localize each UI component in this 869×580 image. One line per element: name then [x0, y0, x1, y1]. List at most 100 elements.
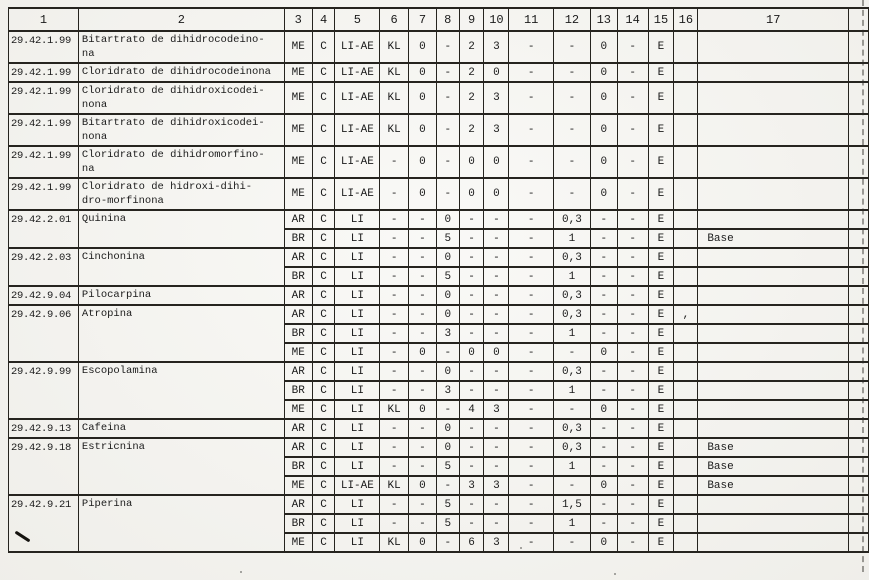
margin-cell [848, 266, 869, 287]
substance-name: Cloridrato de dihidrocodeinona [77, 62, 285, 83]
margin-cell [848, 342, 869, 363]
margin-cell [848, 228, 869, 249]
cell-col-16 [673, 285, 699, 306]
cell-col-9: - [458, 323, 485, 344]
cell-col-5: LI [334, 247, 381, 268]
cell-col-13: - [589, 513, 618, 534]
substance-code: 29.42.1.99 [8, 177, 79, 211]
cell-col-14: - [616, 399, 649, 420]
table-row: 29.42.1.99 Bitartrato de dihidroxicodei- … [8, 113, 869, 147]
cell-col-5: LI-AE [334, 62, 381, 83]
cell-col-3: AR [283, 304, 313, 325]
cell-col-11: - [508, 113, 555, 147]
cell-col-13: - [589, 494, 618, 515]
cell-col-15: E [647, 418, 675, 439]
cell-col-13: - [589, 285, 618, 306]
cell-col-7: - [408, 266, 437, 287]
cell-col-4: C [311, 304, 336, 325]
substance-name: Atropina [77, 304, 285, 363]
cell-col-3: AR [283, 418, 313, 439]
cell-col-16 [673, 323, 699, 344]
margin-cell [848, 323, 869, 344]
cell-col-16: , [673, 304, 699, 325]
cell-col-6: - [379, 323, 410, 344]
column-header: 3 [283, 7, 313, 32]
cell-col-4: C [311, 494, 336, 515]
cell-col-12: 0,3 [553, 285, 591, 306]
column-header: 16 [673, 7, 699, 32]
cell-col-12: - [553, 399, 591, 420]
cell-col-13: 0 [589, 30, 618, 64]
cell-col-17 [697, 532, 850, 553]
table-row: 29.42.1.99 Cloridrato de dihidromorfino- … [8, 145, 869, 179]
cell-col-9: 0 [458, 342, 485, 363]
substance-name: Estricnina [77, 437, 285, 496]
cell-col-15: E [647, 81, 675, 115]
cell-col-5: LI [334, 361, 381, 382]
cell-col-6: - [379, 304, 410, 325]
cell-col-6: KL [379, 81, 410, 115]
cell-col-17 [697, 361, 850, 382]
cell-col-9: 2 [458, 113, 485, 147]
margin-cell [848, 532, 869, 553]
table-row: ME C LI KL 0-6 3- -0- E [9, 532, 869, 553]
cell-col-14: - [616, 475, 649, 496]
cell-col-11: - [508, 266, 555, 287]
cell-col-10: 3 [483, 113, 510, 147]
substance-code: 29.42.2.01 [8, 209, 79, 249]
table-row: ME C LI -0-0 0- -0- E [9, 342, 869, 363]
cell-col-10: 0 [483, 62, 510, 83]
cell-col-17 [697, 399, 850, 420]
cell-col-10: - [483, 228, 510, 249]
cell-col-17: Base [697, 228, 850, 249]
cell-col-15: E [647, 177, 675, 211]
cell-col-14: - [616, 62, 649, 83]
cell-col-9: 2 [458, 62, 485, 83]
cell-col-10: - [483, 247, 510, 268]
cell-col-14: - [616, 145, 649, 179]
cell-col-16 [673, 145, 699, 179]
cell-col-10: 3 [483, 399, 510, 420]
substance-code: 29.42.1.99 [8, 62, 79, 83]
cell-col-3: ME [283, 113, 313, 147]
cell-col-14: - [616, 30, 649, 64]
cell-col-15: E [647, 113, 675, 147]
cell-col-8: 0 [435, 285, 460, 306]
cell-col-10: - [483, 380, 510, 401]
cell-col-6: - [379, 266, 410, 287]
cell-col-11: - [508, 418, 555, 439]
cell-col-6: KL [379, 399, 410, 420]
cell-col-9: - [458, 456, 485, 477]
cell-col-6: - [379, 418, 410, 439]
cell-col-9: - [458, 266, 485, 287]
substance-code: 29.42.1.99 [8, 113, 79, 147]
cell-col-6: - [379, 342, 410, 363]
cell-col-3: BR [283, 456, 313, 477]
cell-col-4: C [311, 361, 336, 382]
margin-cell [848, 494, 869, 515]
cell-col-7: - [408, 380, 437, 401]
cell-col-6: - [379, 285, 410, 306]
cell-col-15: E [647, 532, 675, 553]
cell-col-4: C [311, 62, 336, 83]
cell-col-11: - [508, 513, 555, 534]
cell-col-9: 4 [458, 399, 485, 420]
table-row: 29.42.2.03 Cinchonina AR C LI - -0- - -0,3- - E [8, 247, 869, 287]
cell-col-3: BR [283, 323, 313, 344]
table-row: 29.42.1.99 Cloridrato de dihidrocodeinona… [8, 62, 869, 83]
cell-col-5: LI [334, 342, 381, 363]
cell-col-8: - [435, 113, 460, 147]
cell-col-8: 0 [435, 418, 460, 439]
cell-col-8: - [435, 145, 460, 179]
cell-col-6: KL [379, 475, 410, 496]
cell-col-12: - [553, 342, 591, 363]
cell-col-6: KL [379, 30, 410, 64]
cell-col-11: - [508, 177, 555, 211]
cell-col-9: 3 [458, 475, 485, 496]
cell-col-16 [673, 62, 699, 83]
cell-col-16 [673, 247, 699, 268]
substance-name: Cloridrato de dihidromorfino- na [77, 145, 285, 179]
cell-col-13: 0 [589, 399, 618, 420]
margin-cell [848, 399, 869, 420]
cell-col-3: BR [283, 513, 313, 534]
